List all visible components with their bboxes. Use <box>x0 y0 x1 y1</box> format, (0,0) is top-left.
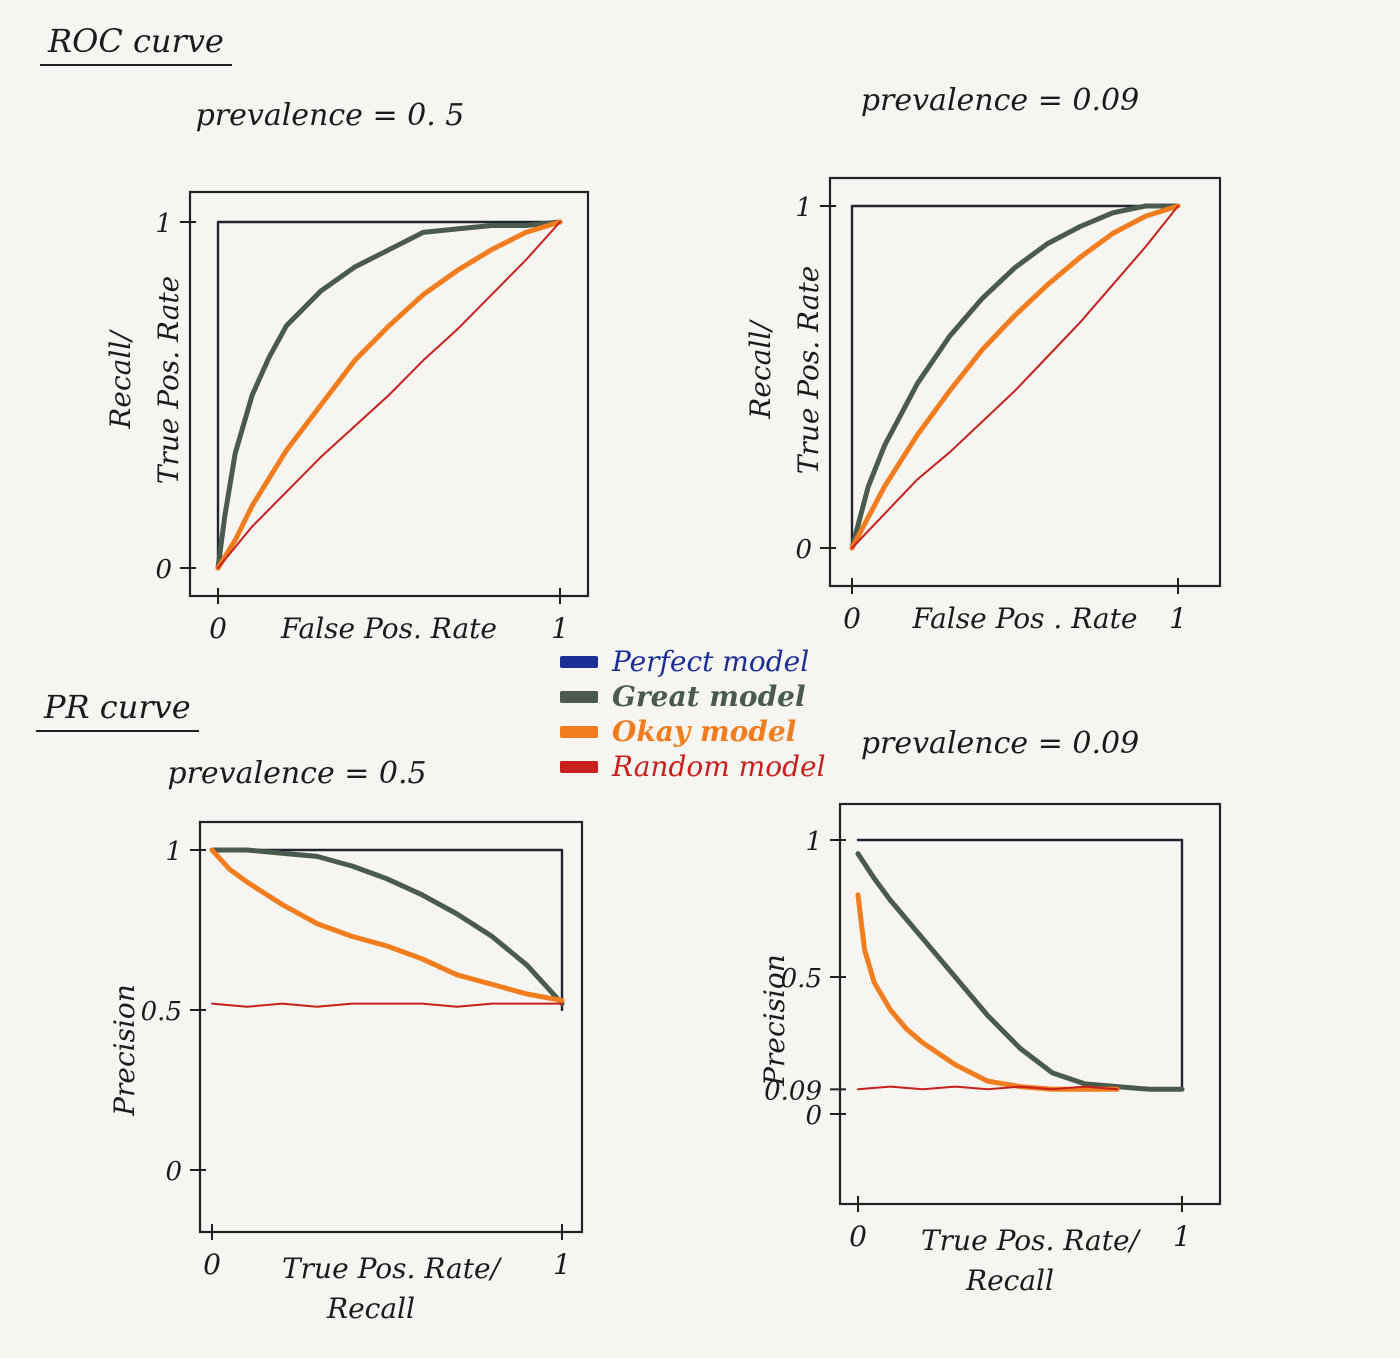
legend-swatch-great <box>560 690 598 703</box>
x-tick-label: 0 <box>849 1220 867 1253</box>
y-tick-label: 0 <box>805 1101 822 1131</box>
x-axis-label: Recall <box>326 1292 415 1325</box>
y-tick-label: 0.5 <box>141 997 182 1027</box>
y-tick-label: 0.5 <box>781 964 822 994</box>
series-line-great-model <box>215 219 563 571</box>
x-tick-label: 1 <box>551 612 569 645</box>
series-line-perfect-model <box>850 204 1180 550</box>
x-axis-label: False Pos. Rate <box>280 612 497 645</box>
y-tick-label: 1 <box>165 837 182 867</box>
y-tick-label: 1 <box>805 827 822 857</box>
x-axis-label: True Pos. Rate/ <box>282 1252 503 1285</box>
chart-frame <box>188 190 590 598</box>
x-tick-label: 1 <box>1173 1220 1191 1253</box>
chart-title: prevalence = 0.09 <box>861 83 1139 118</box>
y-tick-label: 0 <box>795 535 812 565</box>
legend-item: Random model <box>560 749 860 784</box>
legend-label-okay: Okay model <box>612 715 797 748</box>
y-tick-label: 1 <box>155 209 172 239</box>
legend: Perfect model Great model Okay model Ran… <box>560 644 860 784</box>
series-line-random-model <box>851 205 1179 549</box>
series-line-okay-model <box>215 219 563 571</box>
y-tick-label: 0 <box>165 1157 182 1187</box>
y-axis-label: Recall/ <box>104 329 137 430</box>
roc-section-title: ROC curve <box>40 22 232 66</box>
legend-swatch-okay <box>560 725 598 738</box>
roc-chart-prevalence-05: prevalence = 0. 5 0 1 0 1 False Pos. Rate Reca… <box>104 98 590 645</box>
roc-chart-prevalence-009: prevalence = 0.09 0 1 0 1 False Pos . Rate Rec… <box>744 83 1222 635</box>
legend-label-perfect: Perfect model <box>612 645 810 678</box>
series-line-great-model <box>849 203 1181 551</box>
series-line-okay-model <box>209 847 565 1003</box>
series-line-okay-model <box>849 203 1181 551</box>
legend-swatch-random <box>560 760 598 773</box>
legend-label-random: Random model <box>612 750 826 783</box>
x-tick-label: 0 <box>843 602 861 635</box>
x-axis-label: True Pos. Rate/ <box>921 1224 1142 1257</box>
y-tick-label: 1 <box>795 193 812 223</box>
x-axis-label: False Pos . Rate <box>912 602 1138 635</box>
series-line-okay-model <box>855 892 1120 1092</box>
legend-label-great: Great model <box>612 680 806 713</box>
series-line-random-model <box>857 1085 1119 1091</box>
chart-title: prevalence = 0.5 <box>167 756 426 791</box>
legend-swatch-perfect <box>560 655 598 668</box>
series-line-great-model <box>209 847 565 1007</box>
x-tick-label: 0 <box>203 1248 221 1281</box>
series-line-random-model <box>217 221 561 569</box>
x-tick-label: 1 <box>1169 602 1187 635</box>
series-line-random-model <box>211 1002 563 1008</box>
chart-title: prevalence = 0.09 <box>861 726 1139 761</box>
chart-frame <box>838 802 1222 1206</box>
pr-chart-prevalence-05: prevalence = 0.5 0 1 0 0.5 1 True Pos. Rate/Re… <box>108 756 584 1325</box>
y-axis-label: Precision <box>758 954 791 1087</box>
chart-frame <box>198 820 584 1234</box>
x-tick-label: 0 <box>209 612 227 645</box>
x-tick-label: 1 <box>553 1248 571 1281</box>
series-line-great-model <box>855 851 1185 1092</box>
pr-section-title: PR curve <box>36 688 199 732</box>
y-axis-label: True Pos. Rate <box>152 276 185 485</box>
y-tick-label: 0 <box>155 555 172 585</box>
y-tick-label: 0.09 <box>764 1076 822 1106</box>
series-line-perfect-model <box>210 848 564 1012</box>
chart-frame <box>828 176 1222 588</box>
legend-item: Perfect model <box>560 644 860 679</box>
y-axis-label: Precision <box>108 984 141 1117</box>
chart-title: prevalence = 0. 5 <box>196 98 465 133</box>
y-axis-label: Recall/ <box>744 319 777 420</box>
legend-item: Great model <box>560 679 860 714</box>
series-line-perfect-model <box>856 838 1184 1091</box>
legend-item: Okay model <box>560 714 860 749</box>
y-axis-label: True Pos. Rate <box>792 266 825 475</box>
x-axis-label: Recall <box>965 1264 1054 1297</box>
series-line-perfect-model <box>216 220 562 570</box>
